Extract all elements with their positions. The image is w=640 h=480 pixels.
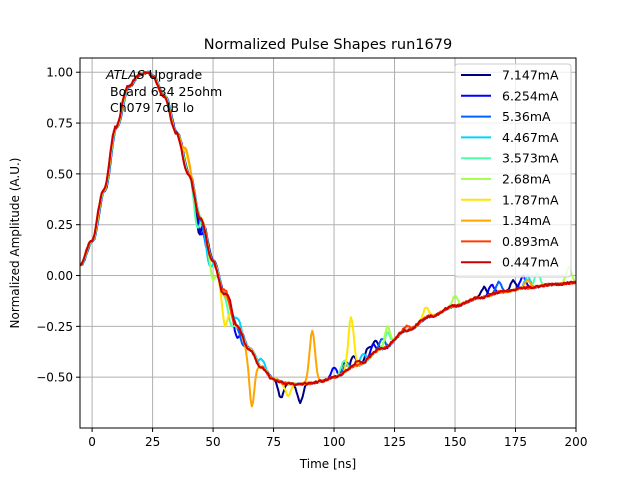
annotation: ATLAS Upgrade Board 634 25ohm Ch079 7dB …: [105, 67, 222, 115]
y-axis-label: Normalized Amplitude (A.U.): [8, 158, 22, 329]
legend-label: 0.447mA: [502, 255, 559, 270]
y-tick-label: 1.00: [46, 66, 73, 80]
chart-title: Normalized Pulse Shapes run1679: [204, 37, 452, 53]
series-layer: [80, 70, 576, 408]
legend-label: 3.573mA: [502, 151, 559, 166]
y-tick-label: 0.25: [46, 218, 73, 232]
annotation-line-2: Board 634 25ohm: [110, 84, 222, 99]
legend-label: 0.893mA: [502, 234, 559, 249]
x-tick-label: 175: [504, 435, 527, 449]
x-tick-label: 0: [88, 435, 96, 449]
x-tick-label: 200: [565, 435, 588, 449]
legend: 7.147mA 6.254mA 5.36mA 4.467mA 3.573mA 2.68mA…: [454, 63, 572, 278]
series-line-0.447mA: [80, 71, 576, 386]
y-tick-label: 0.75: [46, 117, 73, 131]
legend-label: 4.467mA: [502, 130, 559, 145]
annotation-upgrade: Upgrade: [145, 67, 203, 82]
annotation-line-3: Ch079 7dB lo: [110, 100, 194, 115]
y-tick-label: −0.50: [36, 371, 73, 385]
x-tick-label: 125: [383, 435, 406, 449]
legend-label: 1.34mA: [502, 213, 551, 228]
y-tick-label: 0.50: [46, 167, 73, 181]
annotation-atlas: ATLAS: [105, 67, 145, 82]
x-tick-label: 75: [266, 435, 281, 449]
x-tick-label: 25: [145, 435, 160, 449]
y-axis: 1.00 0.75 0.50 0.25 0.00 −0.25 −0.50: [36, 66, 80, 385]
x-tick-label: 50: [205, 435, 220, 449]
y-tick-label: 0.00: [46, 269, 73, 283]
legend-label: 5.36mA: [502, 109, 551, 124]
legend-label: 2.68mA: [502, 172, 551, 187]
legend-label: 1.787mA: [502, 192, 559, 207]
x-tick-label: 100: [323, 435, 346, 449]
annotation-line-1: ATLAS Upgrade: [105, 67, 202, 82]
legend-label: 6.254mA: [502, 88, 559, 103]
x-axis-label: Time [ns]: [299, 457, 356, 471]
x-tick-label: 150: [444, 435, 467, 449]
plot-frame: [79, 57, 577, 429]
x-axis: 0 25 50 75 100 125 150 175 200: [88, 428, 587, 449]
legend-label: 7.147mA: [502, 68, 559, 83]
y-tick-label: −0.25: [36, 320, 73, 334]
